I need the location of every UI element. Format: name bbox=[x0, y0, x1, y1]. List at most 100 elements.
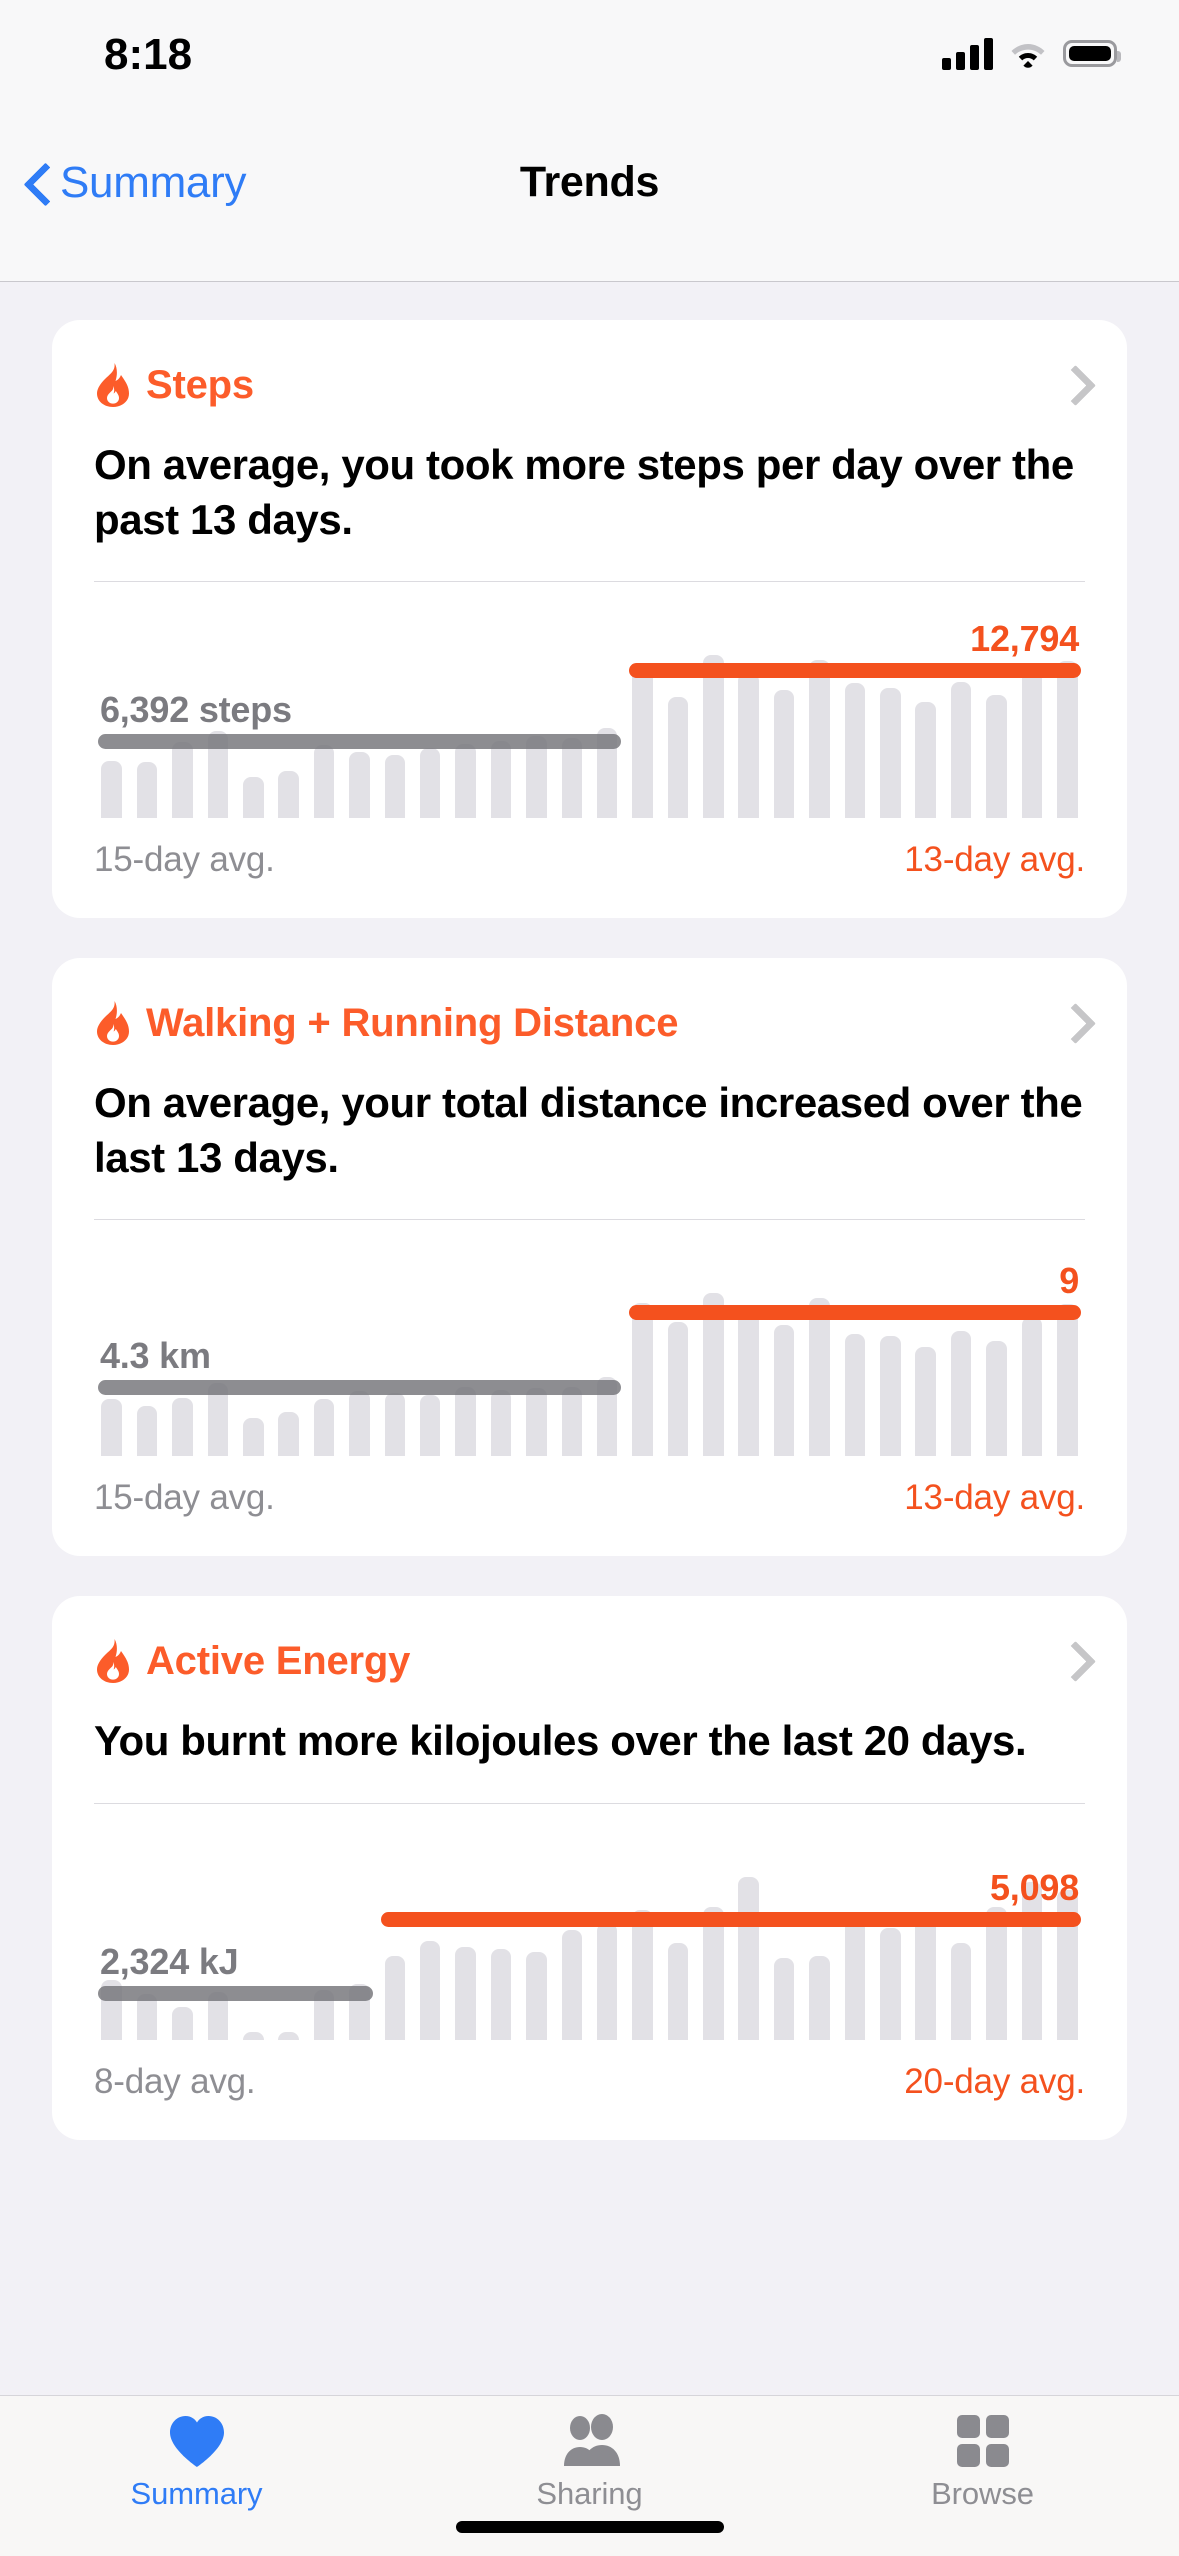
chart-bar bbox=[278, 770, 299, 819]
chart-bar bbox=[384, 1392, 406, 1457]
chart-bar bbox=[526, 1951, 547, 2040]
bar-slot bbox=[129, 1270, 164, 1457]
chart-bar bbox=[136, 762, 158, 819]
wifi-icon bbox=[1009, 38, 1047, 68]
chart-bar bbox=[207, 731, 229, 819]
current-period-label: 20-day avg. bbox=[904, 2061, 1085, 2101]
bar-slot bbox=[625, 1270, 660, 1457]
bar-slot bbox=[802, 1270, 837, 1457]
trend-card-description: On average, your total distance increase… bbox=[94, 1079, 1083, 1181]
bar-slot bbox=[200, 1270, 235, 1457]
chart-bar bbox=[703, 655, 724, 819]
bar-slot bbox=[802, 632, 837, 819]
bar-slot bbox=[660, 1270, 695, 1457]
trend-chart: 4.3 km 9 bbox=[94, 1250, 1085, 1457]
trends-scroll-view[interactable]: Steps On average, you took more steps per… bbox=[0, 282, 1179, 2395]
bar-slot bbox=[129, 632, 164, 819]
bar-slot bbox=[908, 632, 943, 819]
chart-bar bbox=[207, 1383, 229, 1457]
flame-icon bbox=[94, 1000, 132, 1046]
bar-slot bbox=[236, 1854, 271, 2040]
tab-browse[interactable]: Browse bbox=[786, 2396, 1179, 2556]
tab-bar: Summary Sharing bbox=[0, 2395, 1179, 2556]
tab-browse-label: Browse bbox=[931, 2476, 1034, 2511]
chart-bar bbox=[455, 744, 476, 819]
bar-slot bbox=[943, 1270, 978, 1457]
bar-slot bbox=[448, 1270, 483, 1457]
bar-slot bbox=[625, 632, 660, 819]
bar-slot bbox=[908, 1854, 943, 2040]
trend-card[interactable]: Steps On average, you took more steps per… bbox=[52, 320, 1127, 919]
chart-bar bbox=[950, 1943, 972, 2040]
page-title: Trends bbox=[519, 158, 660, 206]
bar-slot bbox=[519, 632, 554, 819]
baseline-average-value: 2,324 kJ bbox=[99, 1941, 239, 1983]
chart-bar bbox=[136, 1994, 158, 2040]
current-average-line bbox=[381, 1911, 1082, 1927]
chart-bar bbox=[667, 1321, 689, 1457]
bar-slot bbox=[342, 632, 377, 819]
trend-card-header[interactable]: Steps bbox=[94, 358, 1085, 412]
baseline-period-label: 8-day avg. bbox=[94, 2061, 256, 2101]
chart-bar bbox=[703, 1293, 724, 1457]
trend-card[interactable]: Active Energy You burnt more kilojoules o… bbox=[52, 1596, 1127, 2140]
tab-sharing[interactable]: Sharing bbox=[393, 2396, 786, 2556]
bar-slot bbox=[731, 1854, 766, 2040]
chart-bar bbox=[880, 1927, 901, 2040]
chart-bar bbox=[313, 1399, 335, 1457]
bar-slot bbox=[696, 1854, 731, 2040]
trend-chart: 6,392 steps 12,794 bbox=[94, 612, 1085, 819]
trend-card-title: Active Energy bbox=[146, 1638, 411, 1683]
chart-bar bbox=[419, 747, 441, 819]
chart-bar bbox=[243, 2032, 264, 2040]
trend-card-description: You burnt more kilojoules over the last … bbox=[94, 1717, 1027, 1765]
bar-slot bbox=[554, 1270, 589, 1457]
back-button[interactable]: Summary bbox=[26, 158, 246, 208]
bar-slot bbox=[342, 1854, 377, 2040]
back-button-label: Summary bbox=[60, 158, 247, 207]
trend-card[interactable]: Walking + Running Distance On average, yo… bbox=[52, 958, 1127, 1557]
status-icons bbox=[942, 36, 1121, 70]
current-average-value: 9 bbox=[1059, 1260, 1080, 1302]
bar-slot bbox=[129, 1854, 164, 2040]
card-divider bbox=[94, 1802, 1085, 1804]
cellular-bars-icon bbox=[942, 36, 993, 70]
bar-slot bbox=[660, 632, 695, 819]
chart-bar bbox=[526, 735, 547, 819]
chart-bar bbox=[986, 1340, 1007, 1457]
trend-card-header[interactable]: Walking + Running Distance bbox=[94, 996, 1085, 1050]
bar-slot bbox=[165, 1270, 200, 1457]
bar-slot bbox=[731, 1270, 766, 1457]
bar-slot bbox=[589, 1270, 624, 1457]
chart-bar bbox=[986, 694, 1007, 819]
chart-bar bbox=[172, 1397, 193, 1457]
trend-card-header[interactable]: Active Energy bbox=[94, 1634, 1085, 1688]
bar-slot bbox=[342, 1270, 377, 1457]
bar-slot bbox=[837, 1854, 872, 2040]
bar-slot bbox=[554, 1854, 589, 2040]
bar-slot bbox=[802, 1854, 837, 2040]
bar-slot bbox=[1014, 1270, 1049, 1457]
chart-bar bbox=[667, 696, 689, 819]
bar-slot bbox=[165, 632, 200, 819]
chevron-right-icon[interactable] bbox=[1061, 364, 1083, 404]
flame-icon bbox=[94, 362, 132, 408]
chart-bar bbox=[880, 688, 901, 819]
chart-bar bbox=[950, 1331, 972, 1457]
bar-slot bbox=[413, 1270, 448, 1457]
chart-footer: 15-day avg. 13-day avg. bbox=[94, 1478, 1085, 1522]
chart-bar bbox=[278, 1411, 299, 1457]
bar-slot bbox=[94, 1270, 129, 1457]
chart-bar bbox=[419, 1940, 441, 2040]
bar-slot bbox=[837, 632, 872, 819]
baseline-average-value: 4.3 km bbox=[99, 1334, 211, 1376]
bar-slot bbox=[483, 1854, 518, 2040]
tab-summary[interactable]: Summary bbox=[0, 2396, 393, 2556]
chevron-right-icon[interactable] bbox=[1061, 1640, 1083, 1680]
chart-bar bbox=[703, 1907, 724, 2040]
chart-bar bbox=[986, 1907, 1007, 2040]
chart-bar bbox=[136, 1405, 158, 1457]
chevron-right-icon[interactable] bbox=[1061, 1002, 1083, 1042]
chart-bar bbox=[243, 777, 264, 819]
chart-bar bbox=[844, 1920, 866, 2040]
